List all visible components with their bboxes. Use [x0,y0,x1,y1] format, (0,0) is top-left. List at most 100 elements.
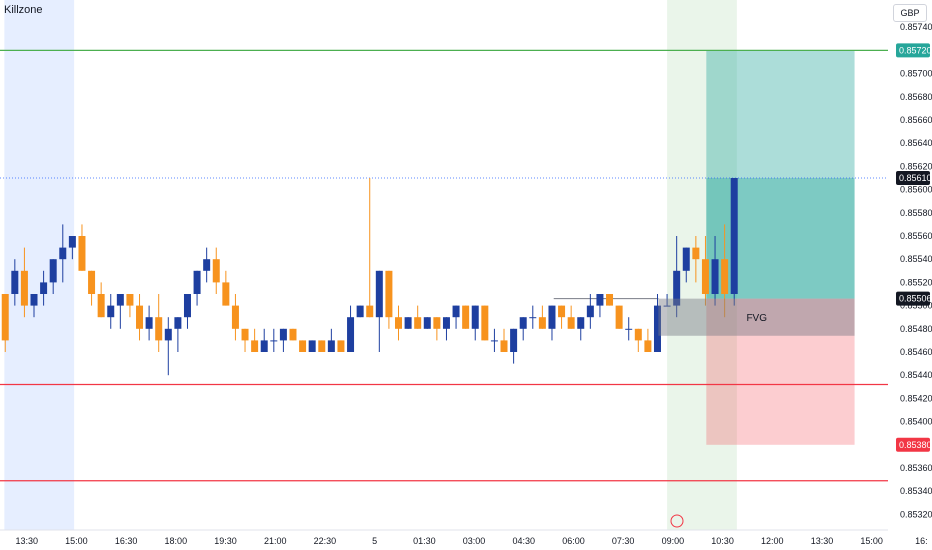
plot-background [0,0,888,530]
candle-body [241,328,249,341]
time-tick: 21:00 [264,536,287,546]
candle-body [231,305,239,329]
candle [682,247,690,283]
time-tick: 04:30 [512,536,535,546]
stop-zone [706,298,855,445]
price-tick: 0.85700 [900,69,932,79]
price-badge-2 [896,291,930,306]
candle-body [356,305,364,318]
price-tick: 0.85320 [900,509,932,519]
candle [1,294,9,352]
time-tick: 22:30 [314,536,337,546]
candle [107,294,115,329]
candle-body [673,270,681,306]
candle-body [270,340,278,342]
price-tick: 0.85540 [900,254,932,264]
candle-body [519,317,527,329]
candle-body [701,259,709,294]
candle [136,294,144,341]
candle [356,305,364,318]
candle-body [193,270,201,294]
candle [337,340,345,352]
candle-body [30,294,38,306]
candle [577,317,585,341]
candle [375,270,383,352]
candle [145,305,153,341]
time-tick: 09:00 [662,536,685,546]
candle [423,317,431,329]
candle-body [452,305,460,318]
price-badge-label: 0.85610 [899,173,932,183]
candle-body [78,236,86,271]
candle-body [203,259,211,271]
candle-body [490,340,498,342]
candle [481,305,489,341]
price-badge-3 [896,437,930,452]
candle-body [49,259,57,283]
indicator-label[interactable]: Killzone [4,4,43,16]
candle-body [251,340,259,352]
alert-icon [670,514,684,528]
candle [241,328,249,352]
candle [586,294,594,329]
price-badge-label: 0.85506 [899,294,932,304]
time-tick: 12:00 [761,536,784,546]
fvg-label: FVG [746,313,767,324]
candle [20,247,28,318]
candle [721,224,729,318]
candle [452,305,460,329]
candle-body [385,270,393,318]
candle-body [337,340,345,352]
candle-body [327,340,335,352]
candle [126,294,134,318]
candle [653,294,661,352]
candle-body [68,236,76,248]
price-tick: 0.85340 [900,486,932,496]
price-tick: 0.85600 [900,185,932,195]
price-tick: 0.85520 [900,277,932,287]
candle [260,328,268,352]
candle [279,328,287,352]
time-tick: 16:30 [115,536,138,546]
candle [88,270,96,306]
candle-body [279,328,287,341]
candle-body [682,247,690,271]
candle-body [644,340,652,352]
candle [299,340,307,352]
price-tick: 0.85560 [900,231,932,241]
price-badge-label: 0.85380 [899,440,932,450]
candle [11,259,19,306]
candle-body [289,328,297,341]
candle-body [347,317,355,352]
candle [270,328,278,352]
price-tick: 0.85420 [900,393,932,403]
price-tick: 0.85660 [900,115,932,125]
candle [164,317,172,376]
currency-selector[interactable]: GBP [893,4,927,22]
candle-body [596,294,604,306]
candle-body [692,247,700,260]
time-tick: 10:30 [711,536,734,546]
candle [529,305,537,329]
candle-body [414,317,422,329]
candle [78,224,86,271]
time-tick: 13:30 [811,536,834,546]
candle [30,294,38,318]
candle [548,305,556,341]
price-tick: 0.85480 [900,324,932,334]
time-tick: 5 [372,536,377,546]
time-tick: 15:00 [65,536,88,546]
price-badge-label: 0.85720 [899,45,932,55]
candle-body [711,259,719,294]
candle [442,317,450,341]
candle-body [634,328,642,341]
candle [414,305,422,329]
candle-body [462,305,470,329]
price-tick: 0.85360 [900,463,932,473]
candle [203,247,211,283]
profit-fill [706,178,855,299]
candle [59,224,67,283]
candle-body [212,259,220,283]
time-tick: 03:00 [463,536,486,546]
